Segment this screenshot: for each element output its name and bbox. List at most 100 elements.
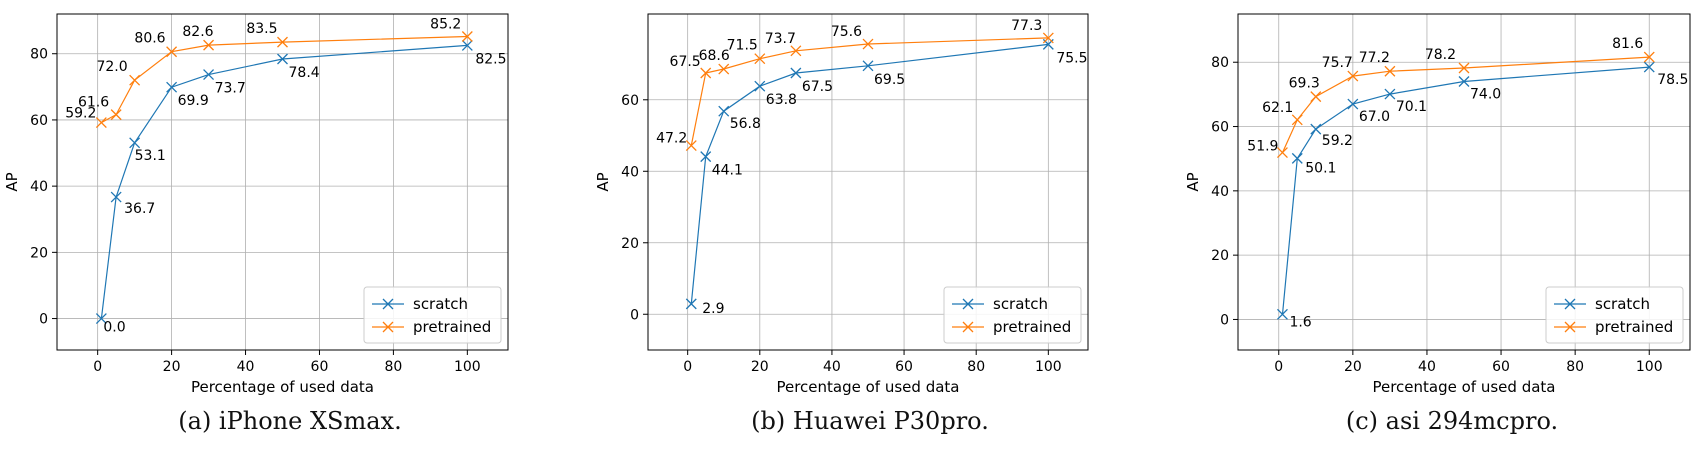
data-label: 74.0 [1470, 87, 1501, 103]
x-tick-label: 100 [454, 359, 481, 375]
data-label: 70.1 [1396, 99, 1427, 115]
data-point-pretrained [1277, 147, 1288, 159]
x-tick-label: 80 [1566, 359, 1584, 375]
chart-panel-2: 0 20 40 60 80 100 0 20 40 60 80 1.6 50.1 59.2 67.0 70.1… [1184, 13, 1691, 396]
data-point-pretrained [129, 74, 141, 86]
legend-marker-pretrained [962, 321, 974, 333]
data-point-pretrained [95, 117, 107, 129]
legend-label-pretrained: pretrained [1595, 318, 1673, 336]
y-tick-label: 60 [1211, 120, 1229, 136]
x-tick-label: 20 [163, 359, 181, 375]
data-label: 78.2 [1425, 47, 1456, 63]
data-point-pretrained [1643, 51, 1655, 63]
x-tick-label: 80 [967, 359, 985, 375]
legend-label-pretrained: pretrained [993, 318, 1071, 336]
x-axis-label: Percentage of used data [1372, 378, 1555, 396]
y-tick-label: 80 [1211, 55, 1229, 71]
data-point-scratch [1277, 308, 1288, 320]
data-label: 69.5 [874, 72, 905, 88]
x-tick-label: 40 [823, 359, 841, 375]
data-point-scratch [203, 69, 215, 81]
legend: scratch pretrained [363, 286, 502, 344]
data-point-scratch [790, 67, 802, 79]
legend-marker-scratch [382, 298, 394, 310]
data-point-scratch [700, 151, 712, 163]
data-point-scratch [95, 313, 107, 325]
data-label: 75.6 [831, 24, 862, 40]
data-point-pretrained [862, 38, 874, 50]
caption-a: (a) iPhone XSmax. [178, 407, 402, 435]
data-label: 78.4 [289, 65, 320, 81]
y-tick-label: 40 [30, 179, 48, 195]
y-axis-label: AP [594, 172, 612, 191]
legend-label-pretrained: pretrained [413, 318, 491, 336]
y-tick-label: 80 [30, 47, 48, 63]
legend-marker-scratch [962, 298, 974, 310]
y-tick-label: 20 [30, 245, 48, 261]
data-point-pretrained [700, 67, 712, 79]
data-label: 50.1 [1305, 160, 1336, 176]
data-label: 69.9 [178, 93, 209, 109]
data-label: 73.7 [765, 31, 796, 47]
data-label: 63.8 [766, 92, 797, 108]
y-tick-label: 40 [1211, 184, 1229, 200]
data-label: 51.9 [1247, 139, 1278, 155]
x-tick-label: 100 [1035, 359, 1062, 375]
caption-b: (b) Huawei P30pro. [751, 407, 989, 435]
data-label: 62.1 [1262, 100, 1293, 116]
data-label: 77.2 [1359, 50, 1390, 66]
data-label: 68.6 [699, 48, 730, 64]
x-tick-label: 60 [895, 359, 913, 375]
legend-marker-pretrained [382, 321, 394, 333]
x-tick-label: 0 [683, 359, 692, 375]
x-axis-label: Percentage of used data [776, 378, 959, 396]
data-point-scratch [277, 53, 288, 65]
data-point-scratch [754, 80, 766, 92]
data-label: 82.6 [182, 24, 213, 40]
data-label: 80.6 [134, 31, 165, 47]
data-label: 71.5 [727, 38, 758, 54]
data-point-scratch [1458, 76, 1470, 87]
chart-panel-0: 0 20 40 60 80 100 0 20 40 60 80 0.0 36.7 53.1 69.9 73.7… [3, 13, 509, 396]
chart-panel-1: 0 20 40 60 80 100 0 20 40 60 2.9 44.1 56.8 63.8 67.5 69… [594, 13, 1089, 396]
data-label: 75.7 [1322, 55, 1353, 71]
data-label: 36.7 [124, 201, 155, 217]
data-label: 73.7 [215, 81, 246, 97]
data-label: 67.0 [1359, 109, 1390, 125]
x-axis-label: Percentage of used data [191, 378, 374, 396]
y-tick-label: 60 [621, 93, 639, 109]
data-label: 59.2 [65, 106, 96, 122]
data-point-scratch [862, 60, 874, 72]
data-label: 2.9 [702, 301, 724, 317]
legend-box [1545, 286, 1684, 344]
data-label: 67.5 [802, 79, 833, 95]
y-tick-label: 20 [621, 236, 639, 252]
data-point-scratch [1347, 98, 1359, 110]
data-label: 85.2 [430, 17, 461, 33]
y-tick-label: 0 [1220, 312, 1229, 328]
plot-frame [647, 13, 1089, 351]
data-point-scratch [110, 191, 122, 203]
data-point-scratch [1643, 61, 1655, 73]
plot-frame [1237, 13, 1691, 351]
data-label: 61.6 [78, 95, 109, 111]
legend-label-scratch: scratch [993, 295, 1048, 313]
data-label: 67.5 [670, 54, 701, 70]
x-tick-label: 80 [384, 359, 402, 375]
data-point-scratch [685, 298, 697, 310]
data-point-pretrained [790, 45, 802, 57]
legend-marker-pretrained [1564, 321, 1576, 333]
x-tick-label: 0 [93, 359, 102, 375]
x-tick-label: 60 [311, 359, 329, 375]
data-point-pretrained [1347, 70, 1359, 82]
data-label: 47.2 [656, 131, 687, 147]
data-label: 69.3 [1289, 76, 1320, 92]
x-tick-label: 100 [1636, 359, 1663, 375]
data-label: 0.0 [103, 320, 125, 336]
data-label: 1.6 [1289, 314, 1311, 330]
y-tick-label: 0 [39, 312, 48, 328]
legend-label-scratch: scratch [413, 295, 468, 313]
data-label: 75.5 [1056, 50, 1087, 66]
data-label: 81.6 [1612, 36, 1643, 52]
